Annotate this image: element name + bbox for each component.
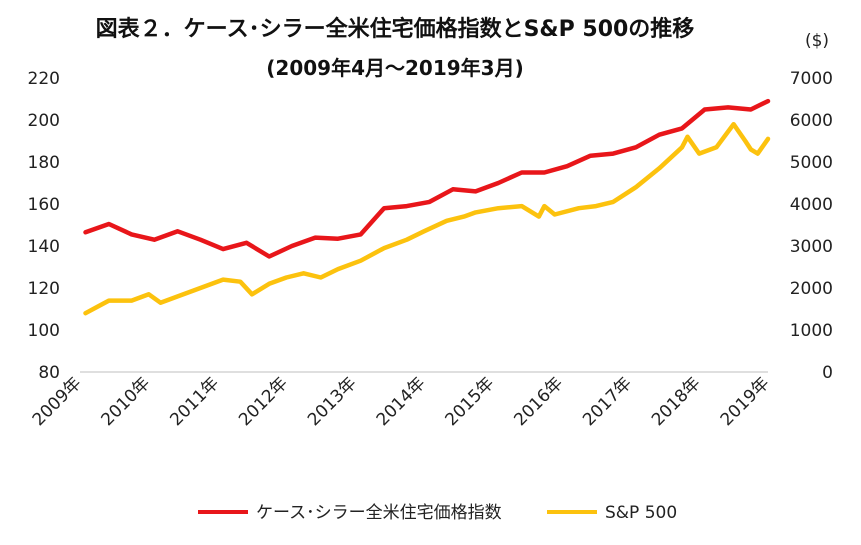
left-tick-label: 120: [28, 279, 60, 299]
right-axis: 0 1000 2000 3000 4000 5000 6000 7000: [790, 69, 833, 383]
series-line-case-shiller: [83, 98, 771, 259]
right-tick-label: 4000: [790, 195, 833, 215]
series-line-sp500: [83, 121, 771, 316]
x-tick-label: 2015年: [442, 373, 499, 430]
left-tick-label: 100: [28, 321, 60, 341]
right-tick-label: 1000: [790, 321, 833, 341]
right-tick-label: 6000: [790, 111, 833, 131]
x-tick-label: 2017年: [579, 373, 636, 430]
x-tick-label: 2014年: [373, 373, 430, 430]
x-tick-label: 2011年: [166, 373, 223, 430]
plot-area: [83, 98, 771, 316]
legend-label-sp500: S&P 500: [605, 503, 677, 523]
right-tick-label: 2000: [790, 279, 833, 299]
right-tick-label: 3000: [790, 237, 833, 257]
right-tick-label: 5000: [790, 153, 833, 173]
chart-title: 図表２．ケース･シラー全米住宅価格指数とS&P 500の推移: [96, 16, 695, 42]
left-tick-label: 160: [28, 195, 60, 215]
legend-label-case-shiller: ケース･シラー全米住宅価格指数: [256, 503, 502, 523]
right-tick-label: 7000: [790, 69, 833, 89]
x-tick-label: 2013年: [304, 373, 361, 430]
left-tick-label: 200: [28, 111, 60, 131]
left-tick-label: 80: [38, 363, 60, 383]
x-tick-label: 2010年: [98, 373, 155, 430]
right-tick-label: 0: [822, 363, 833, 383]
x-tick-label: 2016年: [510, 373, 567, 430]
chart-subtitle: (2009年4月～2019年3月): [266, 56, 523, 80]
left-tick-label: 220: [28, 69, 60, 89]
x-tick-label: 2012年: [235, 373, 292, 430]
left-tick-label: 180: [28, 153, 60, 173]
x-tick-label: 2018年: [648, 373, 705, 430]
left-tick-label: 140: [28, 237, 60, 257]
left-axis: 80 100 120 140 160 180 200 220: [28, 69, 60, 383]
x-axis: 2009年 2010年 2011年 2012年 2013年 2014年 2015年 2016年…: [29, 373, 774, 430]
x-tick-label: 2019年: [717, 373, 774, 430]
right-axis-unit: ($): [805, 31, 829, 51]
legend: ケース･シラー全米住宅価格指数 S&P 500: [198, 503, 677, 523]
